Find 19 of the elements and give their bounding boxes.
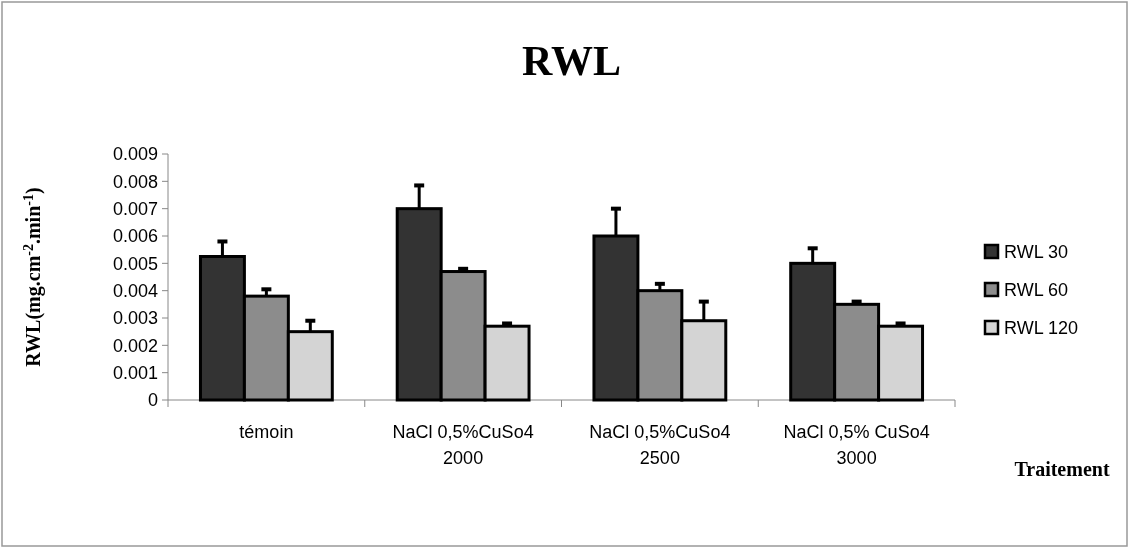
legend-label: RWL 60 [1004,280,1069,301]
y-tick-label: 0.007 [112,198,158,219]
y-tick-label: 0.005 [112,253,158,274]
y-tick-label: 0 [147,390,158,411]
legend-label: RWL 30 [1004,242,1069,263]
y-tick-label: 0.002 [112,335,158,356]
y-tick-label: 0.003 [112,308,158,329]
y-tick-label: 0.001 [112,362,158,383]
x-tick-label: témoin [239,422,294,442]
y-tick-label: 0.009 [112,144,158,165]
legend-label: RWL 120 [1004,318,1079,339]
chart-title: RWL [522,38,621,84]
x-tick-label: NaCl 0,5%CuSo4 2000 [392,422,534,468]
y-tick-label: 0.006 [112,226,158,247]
x-tick-label: NaCl 0,5% CuSo4 3000 [783,422,930,468]
y-tick-label: 0.004 [112,280,158,301]
y-tick-label: 0.008 [112,171,158,192]
x-tick-label: NaCl 0,5%CuSo4 2500 [589,422,731,468]
x-axis-title: Traitement [1014,458,1110,480]
